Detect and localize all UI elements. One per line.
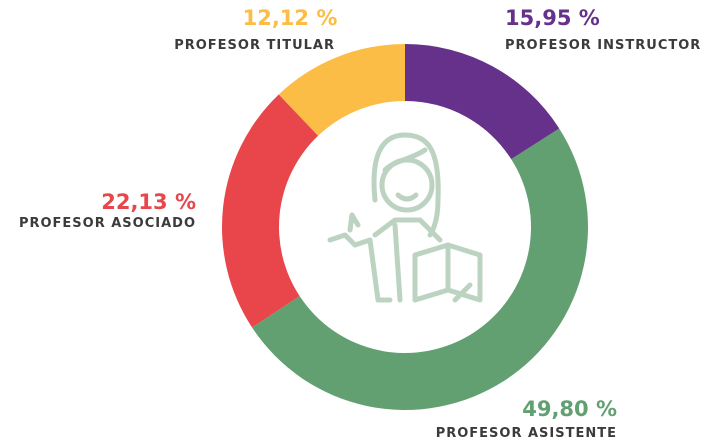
value-label: 15,95 % (505, 6, 600, 30)
donut-segment (405, 44, 560, 160)
value-label: 22,13 % (101, 190, 196, 214)
category-label: PROFESOR TITULAR (174, 38, 335, 53)
category-label: PROFESOR INSTRUCTOR (505, 38, 701, 53)
category-label: PROFESOR ASOCIADO (19, 216, 196, 231)
donut-segment (221, 94, 319, 328)
value-label: 49,80 % (522, 397, 617, 421)
teacher-icon (327, 132, 483, 303)
donut-segment (278, 44, 405, 136)
donut-segment (252, 128, 588, 410)
category-label: PROFESOR ASISTENTE (436, 426, 617, 441)
value-label: 12,12 % (243, 6, 338, 30)
